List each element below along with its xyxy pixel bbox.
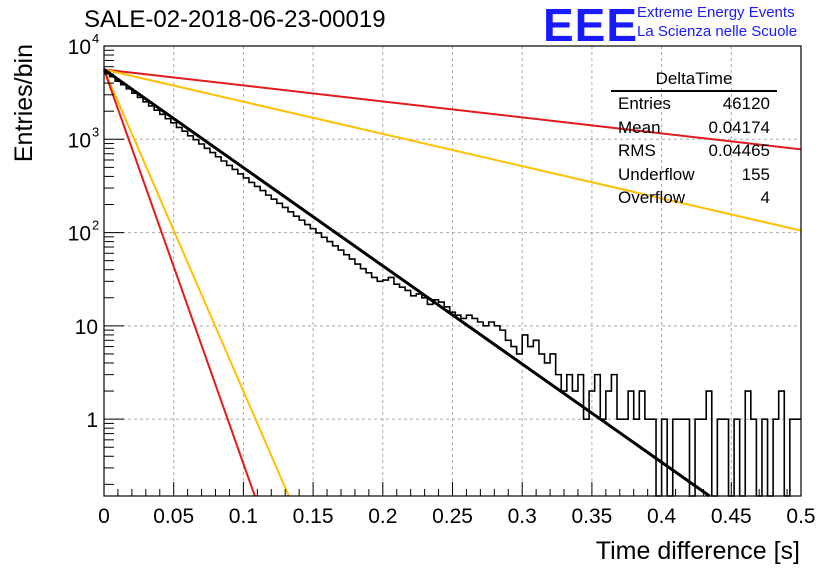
x-tick-label: 0.15 (293, 505, 334, 528)
axis-ticks (103, 45, 802, 496)
stats-value: 0.04465 (708, 141, 770, 160)
stats-row-mean: Mean 0.04174 (612, 116, 776, 140)
x-tick-label: 0.35 (571, 505, 612, 528)
y-tick-label: 1 (86, 409, 98, 432)
reference-line (103, 68, 802, 151)
x-tick-label: 0.2 (368, 505, 397, 528)
x-tick-label: 0.25 (432, 505, 473, 528)
stats-row-underflow: Underflow 155 (612, 163, 776, 187)
x-tick-label: 0.5 (786, 505, 815, 528)
stats-box: DeltaTime Entries 46120 Mean 0.04174 RMS 0.… (611, 68, 777, 210)
stats-value: 0.04174 (708, 117, 770, 137)
x-tick-label: 0.4 (647, 505, 677, 528)
x-tick-label: 0.05 (153, 505, 194, 528)
logo-line-2: La Scienza nelle Scuole (637, 23, 798, 40)
histogram-series (104, 71, 801, 497)
logo-text: Extreme Energy Events La Scienza nelle S… (637, 3, 797, 41)
reference-lines (103, 68, 802, 497)
stats-label: RMS (618, 141, 656, 160)
logo-line-1: Extreme Energy Events (637, 4, 795, 21)
stats-value: 155 (741, 164, 770, 184)
y-tick-exponent: 4 (92, 31, 99, 46)
stats-label: Overflow (618, 188, 686, 207)
grid-lines (104, 46, 801, 496)
x-tick-labels: 0 0.05 0.1 0.15 0.2 0.25 0.3 0.35 0.4 0.45 0.5 (98, 505, 815, 528)
x-tick-label: 0.3 (508, 505, 537, 528)
stats-value: 4 (760, 188, 770, 207)
stats-row-overflow: Overflow 4 (612, 186, 776, 210)
y-tick-label: 10 (68, 36, 91, 59)
stats-value: 46120 (722, 94, 770, 113)
y-axis-label: Entries/bin (10, 44, 38, 162)
fit-line (103, 68, 711, 498)
stats-label: Entries (618, 94, 671, 113)
reference-line (103, 69, 256, 497)
x-tick-label: 0.45 (711, 505, 752, 528)
y-tick-exponent: 3 (92, 124, 99, 139)
reference-line (103, 68, 802, 232)
reference-line (103, 69, 290, 497)
y-tick-exponent: 2 (92, 218, 99, 233)
stats-row-rms: RMS 0.04465 (612, 139, 776, 163)
chart-title: SALE-02-2018-06-23-00019 (84, 6, 386, 33)
stats-label: Underflow (618, 164, 695, 184)
y-tick-label: 10 (75, 316, 98, 339)
x-tick-label: 0.1 (229, 505, 258, 528)
stats-label: Mean (618, 117, 661, 137)
eee-logo: EEE (543, 0, 639, 51)
x-tick-label: 0 (98, 505, 110, 528)
stats-title: DeltaTime (611, 68, 777, 92)
y-tick-label: 10 (68, 223, 91, 246)
x-axis-label: Time difference [s] (596, 537, 800, 565)
stats-row-entries: Entries 46120 (612, 92, 776, 116)
fit-lines (103, 68, 711, 498)
y-tick-label: 10 (68, 129, 91, 152)
